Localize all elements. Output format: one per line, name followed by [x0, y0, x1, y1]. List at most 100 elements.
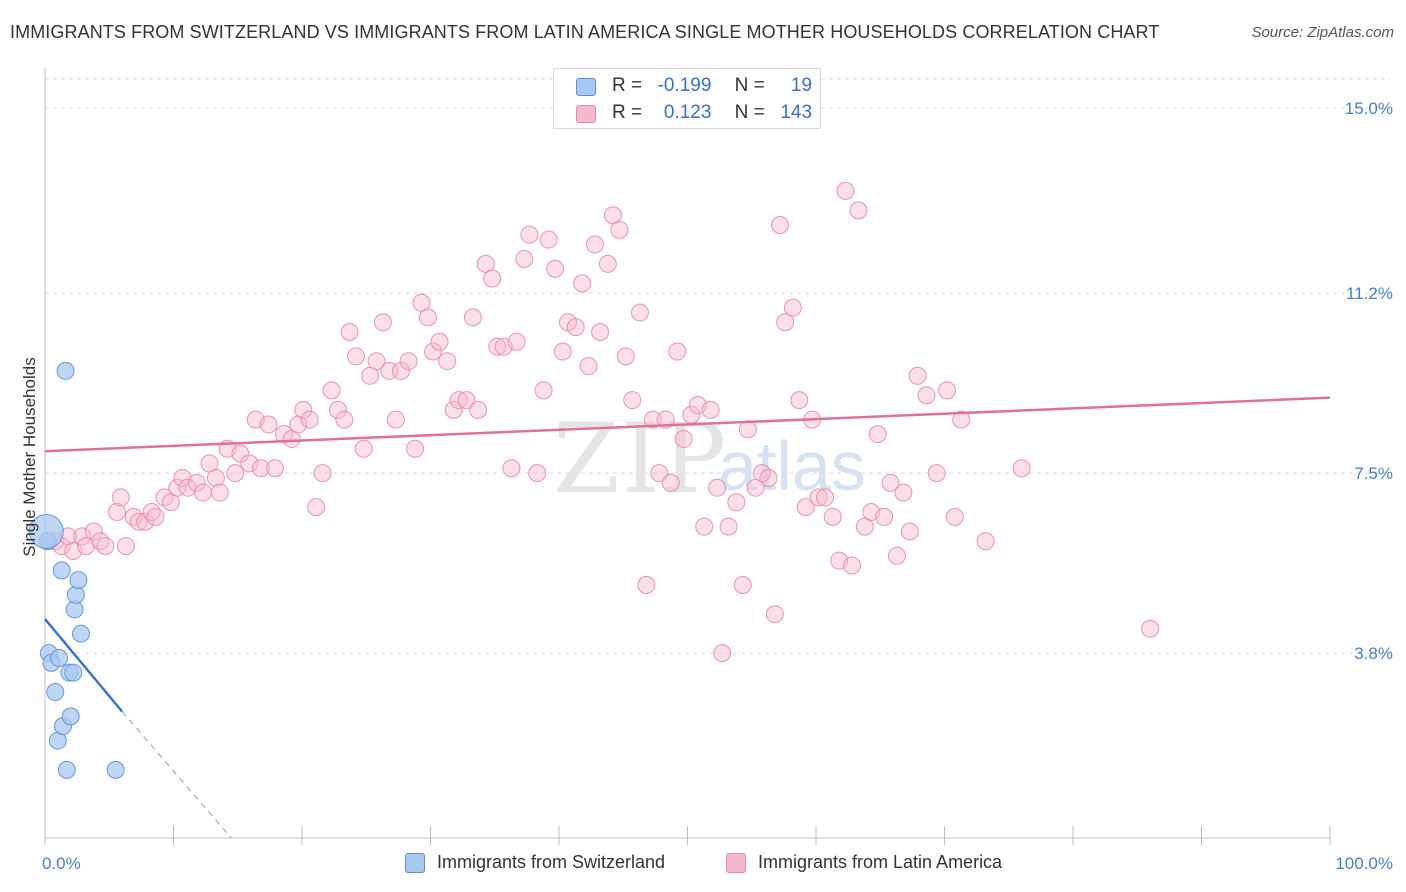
legend-r-label: R = [612, 102, 643, 123]
chart-title: IMMIGRANTS FROM SWITZERLAND VS IMMIGRANT… [10, 22, 1160, 42]
latin-america-point [354, 439, 373, 458]
latin-america-point [340, 323, 359, 341]
axes [44, 68, 1331, 845]
latin-america-point [307, 498, 326, 517]
legend-r-value: -0.199 [657, 75, 712, 96]
switzerland-point [69, 571, 88, 590]
latin-america-point [661, 473, 680, 492]
latin-america-point [502, 459, 521, 478]
latin-america-point [335, 410, 354, 429]
y-tick-label: 15.0% [1345, 99, 1393, 118]
latin-america-point [849, 201, 868, 220]
trend-lines [44, 396, 1331, 839]
latin-america-point [430, 332, 449, 351]
switzerland-point [64, 663, 83, 682]
latin-america-point [656, 410, 675, 429]
latin-america-point [457, 391, 476, 410]
latin-america-point [77, 537, 96, 556]
latin-america-point [322, 381, 341, 400]
latin-america-point [894, 483, 913, 502]
latin-america-point [842, 556, 861, 575]
latin-america-point [553, 342, 572, 361]
switzerland-point [61, 707, 80, 726]
switzerland-point [56, 361, 75, 380]
latin-america-point [373, 313, 392, 332]
latin-america-point [231, 444, 250, 463]
latin-america-point [610, 220, 629, 239]
latin-america-point [573, 274, 592, 293]
latin-america-point [507, 332, 526, 351]
latin-america-point [136, 512, 155, 531]
latin-america-point [107, 503, 126, 522]
latin-america-point [206, 468, 225, 487]
latin-america-point [945, 507, 964, 526]
latin-america-point [469, 400, 488, 419]
latin-america-point [733, 576, 752, 594]
latin-america-point [534, 381, 553, 400]
latin-america-point [251, 459, 270, 478]
latin-america-point [124, 507, 143, 526]
latin-america-point [630, 303, 649, 322]
latin-america-point [643, 410, 662, 429]
legend-r-label: R = [612, 75, 643, 96]
switzerland-point [71, 624, 90, 643]
latin-america-point [765, 605, 784, 624]
latin-america-point [566, 318, 585, 337]
latin-america-point [328, 400, 347, 419]
data-points [28, 181, 1160, 779]
y-tick-label: 11.2% [1346, 284, 1393, 303]
latin-america-point [111, 488, 130, 507]
latin-america-point [520, 225, 539, 244]
latin-america-point [346, 347, 365, 366]
latin-america-point [168, 478, 187, 497]
watermark-zip: ZIP [553, 403, 728, 515]
latin-america-point [210, 483, 229, 502]
latin-america-point [399, 352, 418, 371]
latin-america-point [386, 410, 405, 429]
switzerland-point [46, 683, 65, 702]
latin-america-point [783, 298, 802, 317]
latin-america-point [483, 269, 502, 288]
latin-america-point [187, 473, 206, 492]
correlation-legend: R = -0.199 N = 19 R = 0.123 N = 143 [553, 68, 821, 129]
latin-america-point [289, 415, 308, 434]
watermark: ZIP atlas [553, 403, 866, 515]
latin-america-point [585, 235, 604, 254]
latin-america-point [836, 181, 855, 200]
latin-america-point [116, 537, 135, 556]
latin-america-point [776, 313, 795, 332]
latin-america-point [91, 532, 110, 551]
latin-america-point [713, 644, 732, 663]
latin-america-point [668, 342, 687, 361]
switzerland-trend-extension [121, 711, 232, 839]
latin-america-point [759, 468, 778, 487]
latin-america-point [674, 430, 693, 449]
latin-america-point [938, 381, 957, 400]
latin-america-point [539, 230, 558, 249]
latin-america-point [790, 391, 809, 410]
legend-swatch-pink [576, 105, 596, 123]
switzerland-point [57, 760, 76, 779]
switzerland-trend-line [44, 618, 124, 713]
legend-n-value: 19 [790, 75, 813, 96]
latin-america-point [637, 576, 656, 594]
latin-america-point [406, 439, 425, 458]
latin-america-point [823, 507, 842, 526]
latin-america-point [1012, 459, 1031, 478]
latin-america-point [579, 357, 598, 376]
switzerland-point [50, 648, 69, 667]
axis-labels: Single Mother Households 3.8% 7.5% 11.2% 15… [20, 99, 1393, 873]
latin-america-point [463, 308, 482, 327]
x-tick-label: 0.0% [42, 854, 81, 873]
latin-america-point [444, 400, 463, 419]
latin-america-point [616, 347, 635, 366]
y-axis-label: Single Mother Households [20, 357, 39, 556]
legend-n-label: N = [734, 102, 765, 123]
latin-america-point [449, 391, 468, 410]
latin-america-point [917, 386, 936, 405]
latin-america-point [367, 352, 386, 371]
latin-america-point [708, 478, 727, 497]
latin-america-point [591, 323, 610, 341]
latin-america-point [701, 400, 720, 419]
